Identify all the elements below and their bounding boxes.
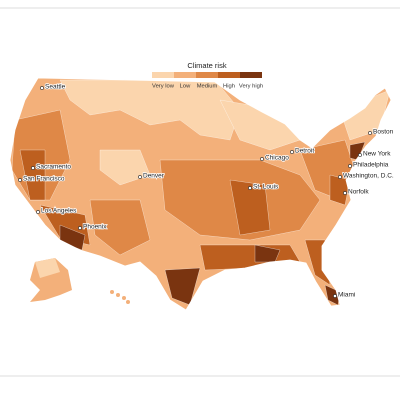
hawaii-island — [126, 300, 130, 304]
city-dot — [40, 86, 44, 90]
city-label: St. Louis — [253, 184, 279, 191]
city-dot — [78, 226, 82, 230]
city-dot — [290, 150, 294, 154]
city-dot — [260, 157, 264, 161]
alaska-shape — [35, 258, 60, 278]
legend-label: Very high — [239, 84, 263, 90]
city-label: New York — [363, 151, 391, 158]
city-dot — [36, 210, 40, 214]
legend-title: Climate risk — [187, 61, 226, 70]
city-label: Norfolk — [348, 189, 369, 196]
city-dot — [138, 175, 142, 179]
city-dot — [368, 131, 372, 135]
city-dot — [18, 178, 22, 182]
city-label: Denver — [143, 173, 165, 180]
city-dot — [248, 186, 252, 190]
city-label: Chicago — [265, 155, 289, 162]
city-dot — [333, 294, 337, 298]
legend: Climate risk Very low Low Medium High Very h… — [152, 61, 263, 90]
city-label: Boston — [373, 129, 394, 136]
legend-swatch — [218, 72, 240, 78]
hawaii-island — [110, 290, 114, 294]
risk-region — [229, 179, 271, 236]
legend-swatch — [196, 72, 218, 78]
legend-swatch — [174, 72, 196, 78]
city-label: Detroit — [295, 148, 314, 155]
legend-swatch — [152, 72, 174, 78]
risk-region — [329, 174, 351, 206]
city-dot — [343, 191, 347, 195]
risk-region — [199, 244, 301, 271]
risk-region — [99, 149, 151, 186]
legend-label: Low — [180, 84, 191, 90]
city-label: Washington, D.C. — [343, 173, 394, 180]
city-label: Miami — [338, 292, 355, 299]
city-label: Seattle — [45, 84, 66, 91]
city-dot — [338, 175, 342, 179]
risk-region — [19, 149, 46, 201]
city-label: San Francisco — [23, 176, 65, 183]
risk-region — [89, 199, 151, 256]
city-dot — [358, 153, 362, 157]
city-dot — [348, 164, 352, 168]
city-label: Los Angeles — [41, 208, 77, 215]
hawaii-island — [122, 296, 126, 300]
city-label: Philadelphia — [353, 162, 389, 169]
city-label: Phoenix — [83, 224, 107, 231]
risk-region — [59, 79, 241, 141]
legend-swatch — [240, 72, 262, 78]
alaska — [30, 258, 130, 304]
city-label: Sacramento — [36, 164, 71, 171]
legend-label: Very low — [152, 84, 175, 90]
cities: Seattle Sacramento San Francisco Los Angele… — [18, 83, 395, 300]
hawaii-island — [116, 293, 120, 297]
city-dot — [31, 166, 35, 170]
legend-label: High — [223, 84, 235, 90]
legend-label: Medium — [197, 84, 218, 90]
